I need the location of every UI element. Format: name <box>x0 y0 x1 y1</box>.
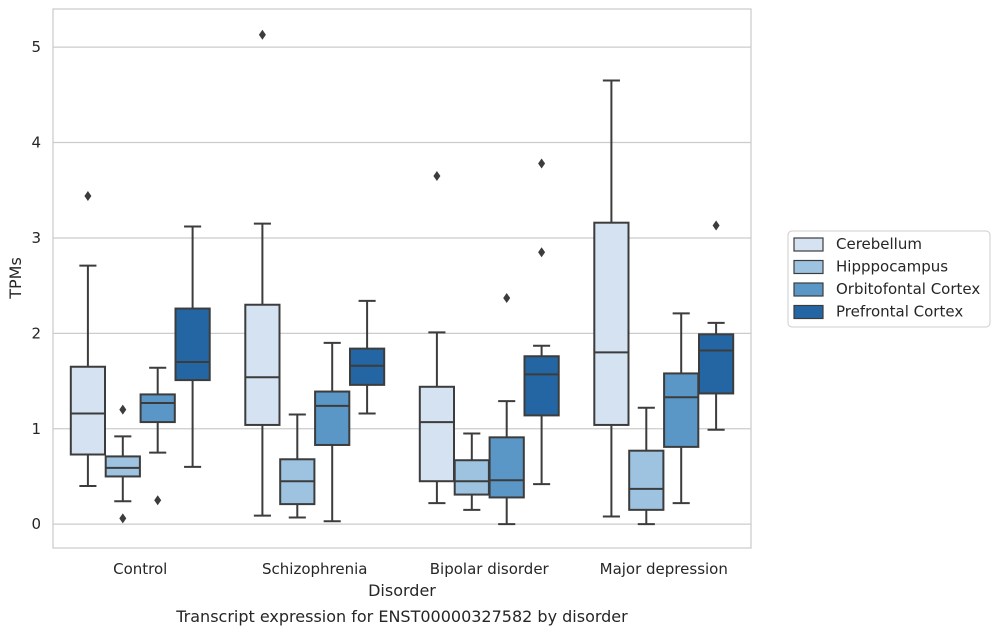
box-orbitofontal-cortex <box>488 293 525 526</box>
legend-swatch <box>793 282 824 297</box>
box-orbitofontal-cortex <box>139 366 176 506</box>
legend-swatch <box>793 259 824 275</box>
x-tick-label: Control <box>113 560 167 578</box>
box-prefrontal-cortex <box>348 299 386 415</box>
legend-label: Orbitofontal Cortex <box>836 280 980 298</box>
iqr-box <box>453 459 490 496</box>
iqr-box <box>418 385 456 483</box>
iqr-box <box>593 221 630 426</box>
iqr-box <box>69 365 107 456</box>
outlier-point <box>503 293 511 304</box>
box-cerebellum <box>244 29 281 517</box>
box-cerebellum <box>418 170 456 505</box>
x-axis-title: Disorder <box>368 581 436 600</box>
iqr-box <box>523 355 560 417</box>
box-cerebellum <box>593 79 630 518</box>
outlier-point <box>84 190 92 201</box>
chart-caption: Transcript expression for ENST0000032758… <box>175 607 628 626</box>
legend: Cerebellum Hipppocampus Orbitofontal Corte… <box>787 230 991 328</box>
iqr-box <box>314 390 351 446</box>
plot-frame <box>52 8 752 549</box>
outlier-point <box>119 513 127 524</box>
iqr-box <box>628 449 665 511</box>
outlier-point <box>712 220 720 231</box>
box-orbitofontal-cortex <box>663 312 700 505</box>
outlier-point <box>258 29 266 40</box>
iqr-box <box>697 333 735 395</box>
axis-ticks: 0 1 2 3 4 5 Control Schizophrenia Bipolar disord… <box>31 38 727 578</box>
x-tick-label: Bipolar disorder <box>430 560 550 578</box>
iqr-box <box>663 372 700 448</box>
y-tick-label: 3 <box>31 229 41 247</box>
box-cerebellum <box>69 190 107 487</box>
box-hipppocampus <box>453 432 490 511</box>
iqr-box <box>488 436 525 499</box>
legend-frame <box>787 230 991 328</box>
iqr-box <box>104 455 141 478</box>
x-tick-label: Schizophrenia <box>262 560 367 578</box>
box-hipppocampus <box>628 406 665 526</box>
outlier-point <box>119 404 127 415</box>
box-prefrontal-cortex <box>523 158 560 486</box>
iqr-box <box>174 307 211 382</box>
y-tick-label: 2 <box>31 324 41 342</box>
box-prefrontal-cortex <box>174 225 211 468</box>
legend-label: Hipppocampus <box>836 258 948 276</box>
y-axis-title: TPMs <box>6 257 25 300</box>
y-tick-label: 5 <box>31 38 41 56</box>
outlier-point <box>433 170 441 181</box>
y-tick-label: 4 <box>31 134 41 152</box>
legend-label: Cerebellum <box>836 235 922 253</box>
x-tick-label: Major depression <box>600 560 728 578</box>
plot-area <box>69 29 735 526</box>
box-prefrontal-cortex <box>697 220 735 431</box>
iqr-box <box>244 303 281 426</box>
legend-label: Prefrontal Cortex <box>836 303 963 321</box>
grid-lines <box>53 46 751 525</box>
y-tick-label: 0 <box>31 515 41 533</box>
iqr-box <box>139 393 176 424</box>
box-hipppocampus <box>104 404 141 524</box>
box-orbitofontal-cortex <box>314 341 351 523</box>
outlier-point <box>154 495 162 506</box>
outlier-point <box>538 247 546 258</box>
box-hipppocampus <box>279 413 316 519</box>
legend-swatch <box>793 304 824 320</box>
y-tick-label: 1 <box>31 420 41 438</box>
legend-swatch <box>793 237 824 252</box>
outlier-point <box>538 158 546 169</box>
